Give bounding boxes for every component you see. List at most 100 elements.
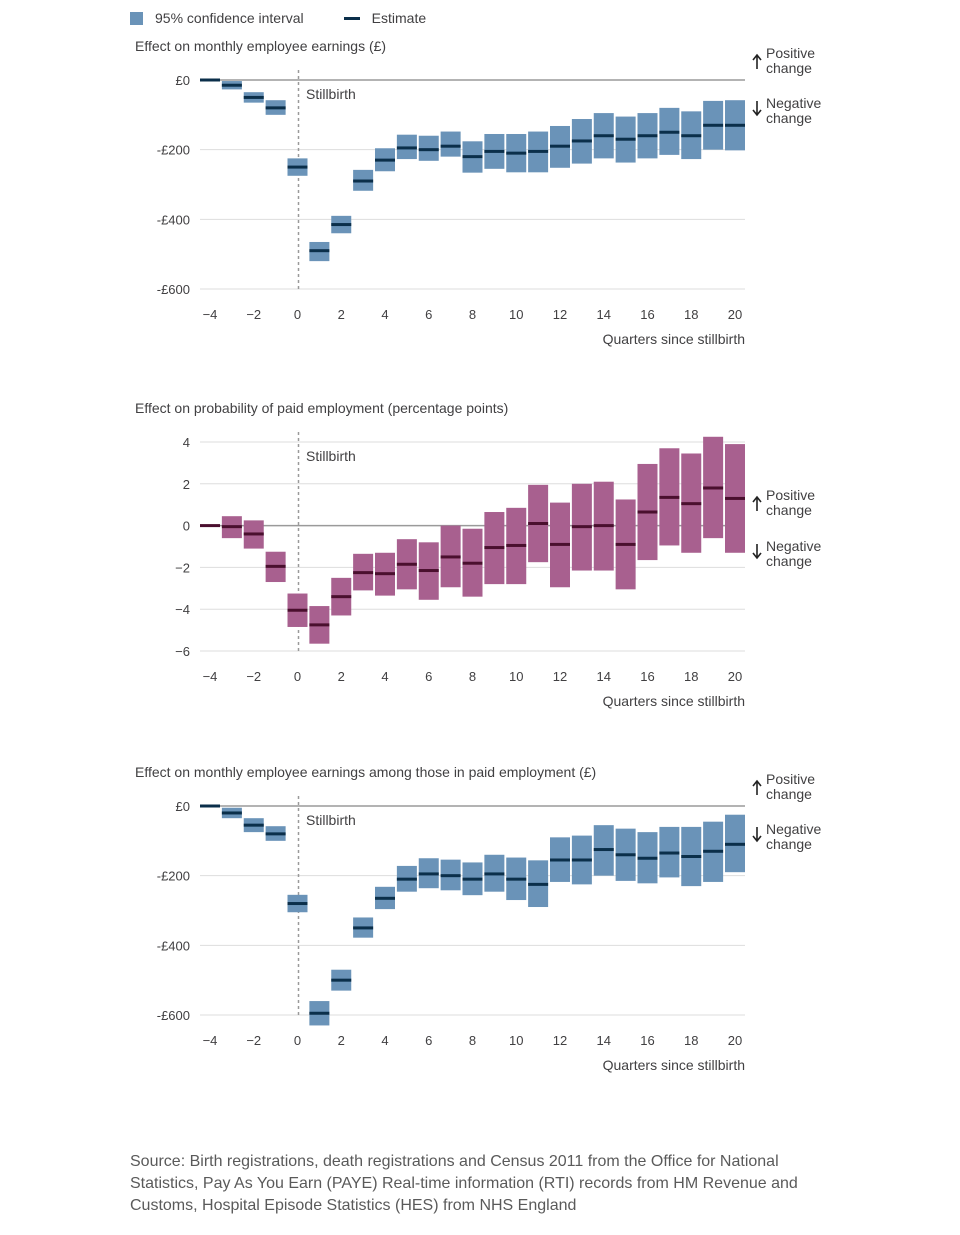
estimate-mark	[528, 882, 549, 886]
estimate-mark	[681, 134, 702, 138]
estimate-mark	[593, 524, 614, 528]
estimate-mark	[243, 532, 264, 536]
estimate-mark	[462, 877, 483, 881]
x-tick-label: −2	[246, 307, 261, 322]
y-tick-label: -£600	[157, 1008, 190, 1023]
estimate-mark	[506, 543, 527, 547]
y-tick-label: −4	[175, 602, 190, 617]
y-tick-label: £0	[176, 799, 190, 814]
x-tick-label: 4	[381, 1033, 388, 1048]
negative-label-line1: Negative	[766, 821, 821, 837]
positive-label-line2: change	[766, 502, 812, 518]
estimate-mark	[418, 148, 439, 152]
y-tick-label: -£200	[157, 869, 190, 884]
legend-label-ci: 95% confidence interval	[155, 10, 304, 26]
estimate-mark	[287, 165, 308, 169]
estimate-mark	[418, 872, 439, 876]
y-tick-label: £0	[176, 73, 190, 88]
event-label: Stillbirth	[306, 812, 356, 828]
y-tick-label: -£400	[157, 938, 190, 953]
x-tick-label: 2	[338, 1033, 345, 1048]
x-tick-label: 2	[338, 669, 345, 684]
estimate-mark	[593, 134, 614, 138]
ci-bar	[440, 131, 461, 157]
chart-employment: Effect on probability of paid employment…	[0, 392, 960, 722]
x-tick-label: 18	[684, 669, 698, 684]
chart-earnings: Effect on monthly employee earnings (£) £…	[0, 30, 960, 360]
estimate-mark	[637, 510, 658, 514]
estimate-mark	[309, 1011, 330, 1015]
estimate-mark	[725, 496, 745, 500]
positive-label-line2: change	[766, 786, 812, 802]
estimate-mark	[528, 149, 549, 153]
estimate-mark	[200, 78, 220, 82]
x-tick-label: 20	[728, 1033, 742, 1048]
estimate-mark	[593, 848, 614, 852]
estimate-mark	[440, 555, 461, 559]
positive-label-line1: Positive	[766, 487, 815, 503]
arrow-down-icon	[752, 827, 762, 843]
x-tick-label: 10	[509, 1033, 523, 1048]
estimate-mark	[725, 123, 745, 127]
y-tick-label: -£400	[157, 212, 190, 227]
estimate-mark	[462, 561, 483, 565]
x-tick-label: 20	[728, 307, 742, 322]
estimate-mark	[550, 144, 570, 148]
x-tick-label: 6	[425, 307, 432, 322]
y-tick-label: 2	[183, 477, 190, 492]
estimate-mark	[462, 155, 483, 159]
estimate-mark	[659, 495, 680, 499]
estimate-mark	[396, 562, 417, 566]
estimate-mark	[396, 146, 417, 150]
estimate-mark	[703, 486, 724, 490]
estimate-mark	[506, 151, 527, 155]
negative-label-line2: change	[766, 836, 812, 852]
x-tick-label: 2	[338, 307, 345, 322]
estimate-mark	[484, 546, 505, 550]
estimate-mark	[550, 858, 570, 862]
legend-swatch-ci	[130, 11, 143, 25]
negative-label-line1: Negative	[766, 95, 821, 111]
estimate-mark	[703, 123, 724, 127]
x-axis-label: Quarters since stillbirth	[603, 693, 745, 709]
estimate-mark	[440, 874, 461, 878]
x-tick-label: −2	[246, 1033, 261, 1048]
estimate-mark	[221, 525, 242, 529]
x-axis-label: Quarters since stillbirth	[603, 1057, 745, 1073]
x-tick-label: 14	[597, 669, 611, 684]
x-tick-label: 18	[684, 307, 698, 322]
legend-item-ci: 95% confidence interval	[130, 10, 304, 26]
estimate-mark	[484, 149, 505, 153]
estimate-mark	[703, 849, 724, 853]
estimate-mark	[659, 851, 680, 855]
estimate-mark	[571, 525, 592, 529]
estimate-mark	[309, 249, 330, 253]
arrow-up-icon	[752, 779, 762, 795]
legend-swatch-estimate	[343, 16, 360, 20]
estimate-mark	[287, 608, 308, 612]
chart-earnings-employed: Effect on monthly employee earnings amon…	[0, 756, 960, 1086]
estimate-mark	[637, 856, 658, 860]
estimate-mark	[265, 564, 286, 568]
x-tick-label: 10	[509, 669, 523, 684]
chart-earnings-employed-svg: Effect on monthly employee earnings amon…	[135, 764, 821, 1073]
estimate-mark	[200, 524, 220, 528]
estimate-mark	[331, 595, 352, 599]
chart-employment-svg: Effect on probability of paid employment…	[135, 400, 821, 709]
estimate-mark	[615, 137, 636, 141]
estimate-mark	[637, 134, 658, 138]
x-tick-label: 14	[597, 1033, 611, 1048]
x-tick-label: 12	[553, 669, 567, 684]
positive-label-line1: Positive	[766, 45, 815, 61]
arrow-up-icon	[752, 53, 762, 69]
x-tick-label: −4	[203, 307, 218, 322]
estimate-mark	[309, 623, 330, 627]
x-tick-label: 8	[469, 1033, 476, 1048]
estimate-mark	[353, 571, 374, 575]
estimate-mark	[681, 502, 702, 506]
event-label: Stillbirth	[306, 86, 356, 102]
x-tick-label: 14	[597, 307, 611, 322]
estimate-mark	[681, 855, 702, 859]
legend-item-estimate: Estimate	[343, 10, 426, 26]
x-tick-label: 12	[553, 1033, 567, 1048]
